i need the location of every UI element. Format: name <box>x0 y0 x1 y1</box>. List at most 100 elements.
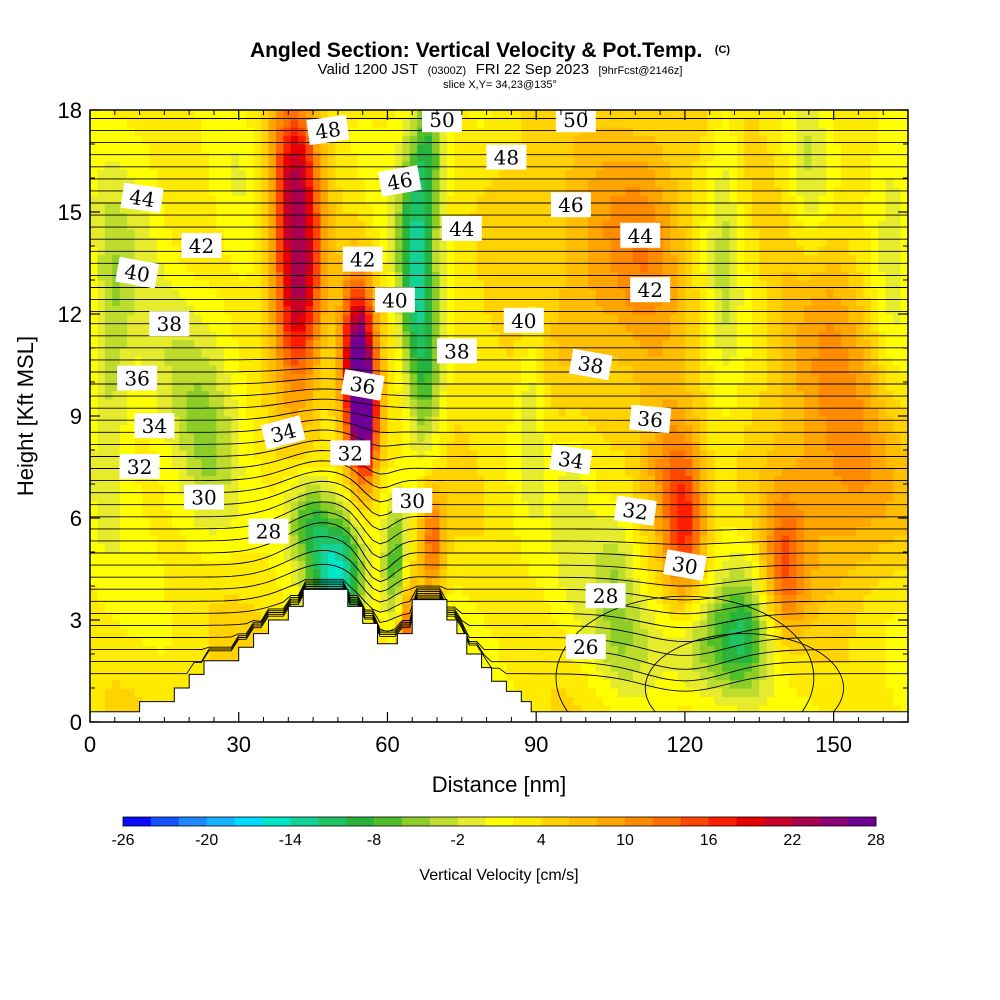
velocity-cell <box>446 382 455 392</box>
velocity-cell <box>506 441 515 451</box>
velocity-cell <box>275 594 284 604</box>
velocity-cell <box>558 314 567 324</box>
velocity-cell <box>268 569 277 579</box>
velocity-cell <box>127 586 136 596</box>
velocity-cell <box>261 484 270 494</box>
velocity-cell <box>194 611 203 621</box>
velocity-cell <box>432 195 441 205</box>
velocity-cell <box>171 628 180 638</box>
velocity-cell <box>298 373 307 383</box>
velocity-cell <box>417 407 426 417</box>
velocity-cell <box>484 110 493 120</box>
velocity-cell <box>551 348 560 358</box>
velocity-cell <box>387 118 396 128</box>
velocity-cell <box>298 271 307 281</box>
velocity-cell <box>402 271 411 281</box>
velocity-cell <box>595 569 604 579</box>
velocity-cell <box>112 263 121 273</box>
velocity-cell <box>171 467 180 477</box>
velocity-cell <box>461 526 470 536</box>
velocity-cell <box>134 220 143 230</box>
velocity-cell <box>283 229 292 239</box>
velocity-cell <box>261 305 270 315</box>
velocity-cell <box>313 348 322 358</box>
velocity-cell <box>536 373 545 383</box>
velocity-cell <box>342 195 351 205</box>
velocity-cell <box>246 501 255 511</box>
velocity-cell <box>476 407 485 417</box>
velocity-cell <box>223 450 232 460</box>
velocity-cell <box>268 127 277 137</box>
velocity-cell <box>573 246 582 256</box>
velocity-cell <box>104 305 113 315</box>
velocity-cell <box>216 586 225 596</box>
velocity-cell <box>528 535 537 545</box>
velocity-cell <box>149 237 158 247</box>
velocity-cell <box>573 509 582 519</box>
velocity-cell <box>253 399 262 409</box>
velocity-cell <box>409 356 418 366</box>
velocity-cell <box>327 229 336 239</box>
velocity-cell <box>142 628 151 638</box>
velocity-cell <box>149 229 158 239</box>
velocity-cell <box>134 679 143 689</box>
velocity-cell <box>580 577 589 587</box>
velocity-cell <box>461 518 470 528</box>
velocity-cell <box>543 271 552 281</box>
velocity-cell <box>194 110 203 120</box>
velocity-cell <box>506 569 515 579</box>
velocity-cell <box>186 297 195 307</box>
velocity-cell <box>588 297 597 307</box>
velocity-cell <box>127 339 136 349</box>
velocity-cell <box>194 526 203 536</box>
velocity-cell <box>313 399 322 409</box>
velocity-cell <box>231 373 240 383</box>
velocity-cell <box>335 365 344 375</box>
velocity-cell <box>491 671 500 681</box>
velocity-cell <box>313 161 322 171</box>
velocity-cell <box>112 322 121 332</box>
velocity-cell <box>223 526 232 536</box>
velocity-cell <box>268 390 277 400</box>
velocity-cell <box>201 526 210 536</box>
velocity-cell <box>298 416 307 426</box>
velocity-cell <box>246 203 255 213</box>
velocity-cell <box>551 679 560 689</box>
velocity-cell <box>499 237 508 247</box>
velocity-cell <box>387 356 396 366</box>
velocity-cell <box>476 509 485 519</box>
velocity-cell <box>350 212 359 222</box>
velocity-cell <box>208 152 218 162</box>
velocity-cell <box>484 467 493 477</box>
velocity-cell <box>90 492 99 502</box>
velocity-cell <box>194 144 203 154</box>
velocity-cell <box>380 135 389 145</box>
velocity-cell <box>216 509 225 519</box>
velocity-cell <box>521 637 530 647</box>
velocity-cell <box>446 535 455 545</box>
velocity-cell <box>290 535 299 545</box>
velocity-cell <box>275 501 284 511</box>
velocity-cell <box>298 144 307 154</box>
velocity-cell <box>454 314 463 324</box>
velocity-cell <box>179 195 188 205</box>
velocity-cell <box>186 424 195 434</box>
velocity-cell <box>223 628 232 638</box>
velocity-cell <box>104 501 113 511</box>
velocity-cell <box>194 118 203 128</box>
velocity-cell <box>595 118 604 128</box>
velocity-cell <box>313 526 322 536</box>
velocity-cell <box>112 399 121 409</box>
velocity-cell <box>134 118 143 128</box>
velocity-cell <box>380 152 389 162</box>
velocity-cell <box>223 586 232 596</box>
velocity-cell <box>387 314 396 324</box>
velocity-cell <box>595 263 604 273</box>
velocity-cell <box>491 314 500 324</box>
velocity-cell <box>588 305 597 315</box>
velocity-cell <box>409 526 418 536</box>
velocity-cell <box>275 348 284 358</box>
velocity-cell <box>238 628 247 638</box>
velocity-cell <box>216 518 225 528</box>
velocity-cell <box>499 212 508 222</box>
